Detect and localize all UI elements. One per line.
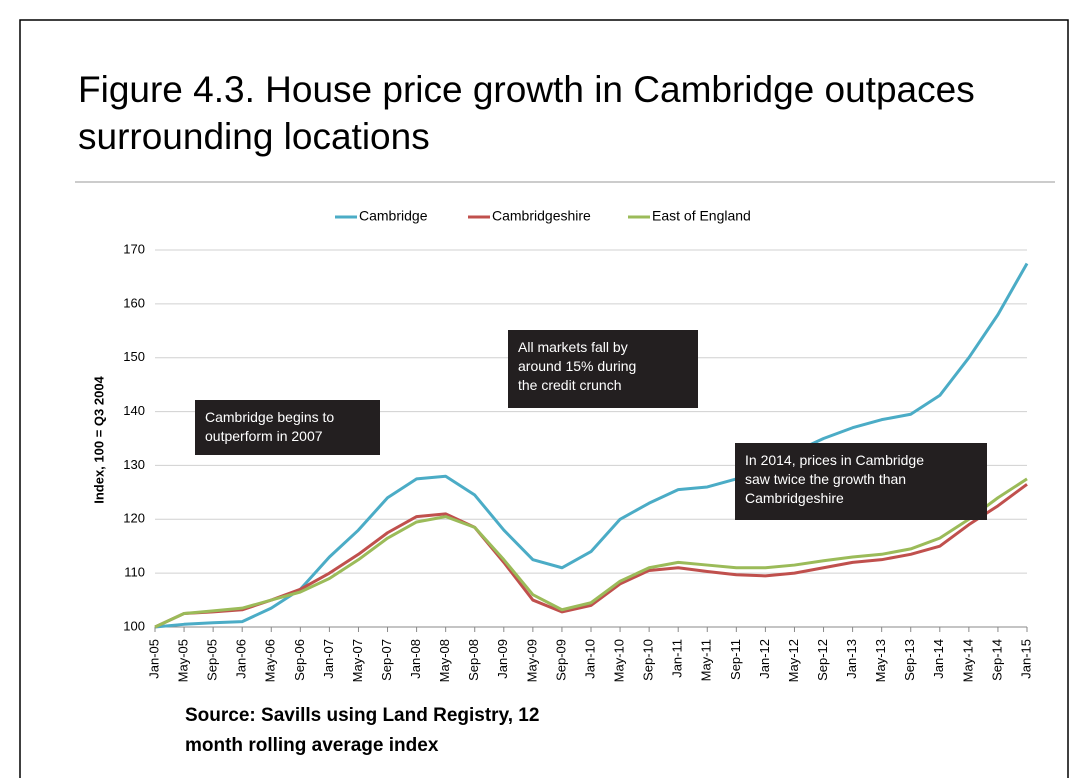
x-tick-label: Jan-08: [408, 639, 423, 679]
annotation-text: All markets fall by: [518, 339, 628, 355]
x-tick-label: Jan-07: [321, 639, 336, 679]
x-tick-label: May-08: [437, 639, 452, 682]
x-tick-label: Jan-05: [146, 639, 161, 679]
x-tick-label: May-09: [524, 639, 539, 682]
y-tick-label: 120: [123, 511, 145, 526]
y-tick-label: 140: [123, 403, 145, 418]
x-tick-label: Jan-12: [757, 639, 772, 679]
source-line: Source: Savills using Land Registry, 12: [185, 705, 539, 726]
x-tick-label: Jan-06: [234, 639, 249, 679]
y-tick-label: 160: [123, 295, 145, 310]
x-tick-label: May-13: [873, 639, 888, 682]
x-tick-label: Jan-10: [582, 639, 597, 679]
x-tick-label: Jan-15: [1018, 639, 1033, 679]
source-line: month rolling average index: [185, 735, 439, 756]
y-tick-label: 100: [123, 618, 145, 633]
y-tick-label: 170: [123, 241, 145, 256]
x-tick-label: May-05: [176, 639, 191, 682]
series-line: [154, 483, 1028, 629]
title-line: Figure 4.3. House price growth in Cambri…: [78, 69, 975, 110]
annotation-text: around 15% during: [518, 358, 636, 374]
x-tick-label: May-06: [263, 639, 278, 682]
y-tick-label: 110: [124, 565, 145, 580]
annotation-box: [508, 330, 698, 408]
frame: [19, 19, 1069, 778]
x-tick-label: May-12: [786, 639, 801, 682]
annotation-text: In 2014, prices in Cambridge: [745, 452, 924, 468]
x-tick-label: May-07: [350, 639, 365, 682]
title-line: surrounding locations: [78, 116, 430, 157]
y-tick-label: 150: [123, 349, 145, 364]
y-axis-label: Index, 100 = Q3 2004: [91, 375, 106, 503]
x-tick-label: Sep-08: [466, 639, 481, 681]
annotation-text: Cambridge begins to: [205, 409, 334, 425]
annotation-text: saw twice the growth than: [745, 471, 906, 487]
x-tick-label: Jan-11: [670, 639, 685, 678]
legend-label: Cambridgeshire: [492, 208, 591, 224]
annotation-text: Cambridgeshire: [745, 490, 844, 506]
x-tick-label: Sep-12: [815, 639, 830, 681]
x-tick-label: May-10: [612, 639, 627, 682]
x-tick-label: Sep-05: [205, 639, 220, 681]
x-tick-label: Sep-10: [641, 639, 656, 681]
annotation-box: [195, 400, 380, 455]
x-tick-label: Sep-13: [902, 639, 917, 681]
series-line: [154, 477, 1028, 629]
legend-label: East of England: [652, 208, 751, 224]
y-tick-label: 130: [123, 457, 145, 472]
x-tick-label: Jan-14: [931, 639, 946, 679]
annotation-text: outperform in 2007: [205, 428, 323, 444]
x-tick-label: Sep-07: [379, 639, 394, 681]
x-tick-label: Jan-09: [495, 639, 510, 679]
x-tick-label: Sep-06: [292, 639, 307, 681]
annotation-box: [735, 443, 987, 520]
x-tick-label: May-14: [960, 639, 975, 682]
annotation-text: the credit crunch: [518, 377, 622, 393]
x-tick-label: May-11: [699, 639, 714, 681]
legend-label: Cambridge: [359, 208, 428, 224]
x-tick-label: Jan-13: [844, 639, 859, 679]
x-tick-label: Sep-14: [989, 639, 1004, 681]
x-tick-label: Sep-09: [553, 639, 568, 681]
x-tick-label: Sep-11: [728, 639, 743, 680]
